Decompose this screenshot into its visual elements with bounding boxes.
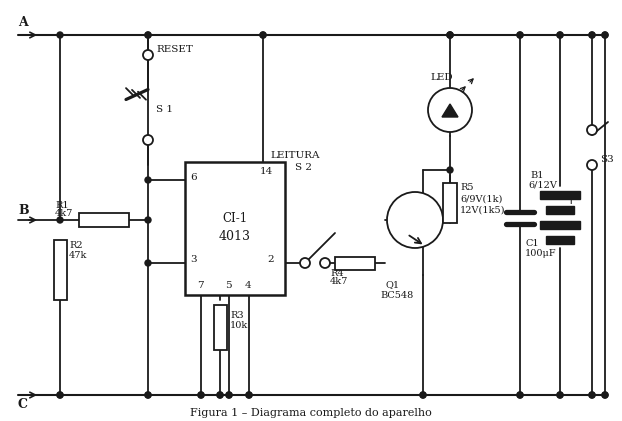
- Circle shape: [557, 392, 563, 398]
- Text: 14: 14: [260, 168, 273, 176]
- Text: CI-1: CI-1: [223, 212, 248, 225]
- Circle shape: [260, 32, 266, 38]
- Circle shape: [420, 392, 426, 398]
- Circle shape: [557, 392, 563, 398]
- Circle shape: [198, 392, 204, 398]
- Text: C: C: [18, 399, 28, 411]
- Text: 5: 5: [225, 280, 231, 290]
- Circle shape: [145, 392, 151, 398]
- Text: 4: 4: [245, 280, 252, 290]
- Circle shape: [589, 32, 595, 38]
- Circle shape: [517, 392, 523, 398]
- Circle shape: [143, 50, 153, 60]
- Text: S3: S3: [600, 155, 614, 165]
- Circle shape: [217, 392, 223, 398]
- Circle shape: [260, 32, 266, 38]
- Text: 6/9V(1k): 6/9V(1k): [460, 195, 503, 203]
- Text: 100μF: 100μF: [525, 248, 557, 258]
- Circle shape: [145, 32, 151, 38]
- Circle shape: [589, 32, 595, 38]
- Bar: [213, 305, 226, 350]
- Bar: [335, 256, 375, 269]
- Text: B1: B1: [530, 171, 544, 179]
- Circle shape: [447, 32, 453, 38]
- Circle shape: [447, 167, 453, 173]
- Circle shape: [198, 392, 204, 398]
- Bar: [443, 183, 457, 223]
- Circle shape: [57, 32, 63, 38]
- Circle shape: [517, 32, 523, 38]
- Text: S 2: S 2: [295, 163, 312, 173]
- Circle shape: [387, 192, 443, 248]
- Circle shape: [447, 32, 453, 38]
- Text: 10k: 10k: [230, 320, 248, 330]
- Circle shape: [57, 392, 63, 398]
- Circle shape: [447, 32, 453, 38]
- Circle shape: [145, 32, 151, 38]
- Text: LED: LED: [430, 74, 453, 83]
- Circle shape: [589, 392, 595, 398]
- Text: B: B: [18, 203, 29, 216]
- Circle shape: [57, 392, 63, 398]
- Text: 47k: 47k: [69, 250, 87, 259]
- Text: 12V(1k5): 12V(1k5): [460, 205, 506, 215]
- Circle shape: [320, 258, 330, 268]
- Circle shape: [246, 392, 252, 398]
- Circle shape: [145, 177, 151, 183]
- Text: Q1: Q1: [385, 280, 399, 290]
- Circle shape: [145, 217, 151, 223]
- Circle shape: [226, 392, 232, 398]
- Text: A: A: [18, 16, 28, 29]
- Circle shape: [587, 160, 597, 170]
- Text: 2: 2: [267, 256, 274, 264]
- Bar: [53, 240, 67, 300]
- Circle shape: [602, 32, 608, 38]
- Circle shape: [217, 392, 223, 398]
- Circle shape: [57, 217, 63, 223]
- Circle shape: [602, 392, 608, 398]
- Circle shape: [226, 392, 232, 398]
- Text: BC548: BC548: [380, 290, 413, 299]
- Bar: [540, 221, 580, 229]
- Text: 4k7: 4k7: [330, 277, 348, 287]
- Circle shape: [428, 88, 472, 132]
- Circle shape: [145, 260, 151, 266]
- Circle shape: [602, 392, 608, 398]
- Text: R2: R2: [69, 240, 83, 250]
- Circle shape: [587, 125, 597, 135]
- Polygon shape: [442, 104, 458, 117]
- Text: 4k7: 4k7: [55, 210, 73, 218]
- Circle shape: [420, 392, 426, 398]
- Circle shape: [145, 392, 151, 398]
- Circle shape: [517, 392, 523, 398]
- Bar: [546, 206, 574, 214]
- Bar: [546, 236, 574, 244]
- Text: S 1: S 1: [156, 105, 173, 114]
- Circle shape: [300, 258, 310, 268]
- Text: 6/12V: 6/12V: [528, 181, 557, 189]
- Text: 7: 7: [197, 280, 203, 290]
- Text: C1: C1: [525, 239, 539, 248]
- Text: R1: R1: [55, 202, 68, 210]
- Text: Figura 1 – Diagrama completo do aparelho: Figura 1 – Diagrama completo do aparelho: [190, 408, 432, 418]
- Text: RESET: RESET: [156, 45, 193, 53]
- Bar: [540, 191, 580, 199]
- Circle shape: [143, 135, 153, 145]
- Circle shape: [602, 32, 608, 38]
- Text: +: +: [566, 194, 577, 206]
- Text: LEITURA: LEITURA: [270, 150, 320, 160]
- Circle shape: [517, 32, 523, 38]
- Text: R3: R3: [230, 311, 244, 320]
- Text: 4013: 4013: [219, 230, 251, 243]
- Text: 6: 6: [190, 173, 197, 181]
- Circle shape: [246, 392, 252, 398]
- Text: R5: R5: [460, 184, 473, 192]
- Text: 3: 3: [190, 256, 197, 264]
- Text: R4: R4: [330, 269, 343, 277]
- Bar: [79, 213, 129, 227]
- Bar: [185, 162, 285, 295]
- Circle shape: [557, 32, 563, 38]
- Circle shape: [589, 392, 595, 398]
- Circle shape: [557, 32, 563, 38]
